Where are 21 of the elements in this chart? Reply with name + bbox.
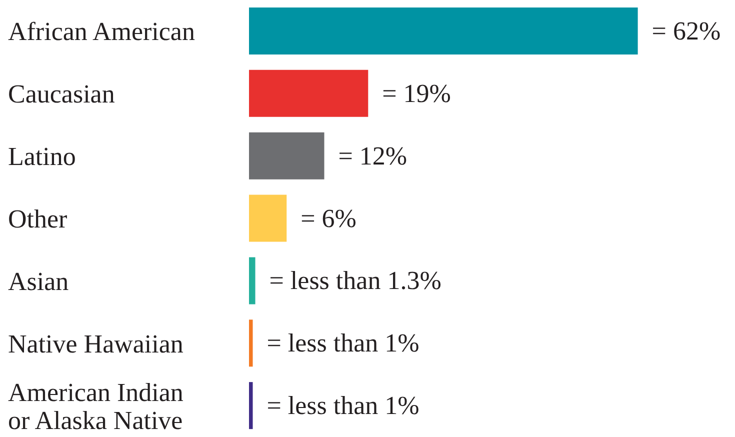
- bar: [249, 257, 256, 304]
- data-label: = less than 1%: [266, 391, 420, 420]
- y-tick-label: Native Hawaiian: [8, 328, 184, 358]
- bar: [249, 194, 287, 242]
- bar: [249, 70, 368, 117]
- y-tick-label: Other: [8, 204, 68, 233]
- data-label: = 62%: [652, 16, 721, 46]
- bar: [249, 132, 324, 180]
- y-tick-label: African American: [8, 16, 195, 46]
- y-tick-label: Asian: [8, 266, 69, 296]
- bar: [249, 382, 253, 430]
- data-label: = less than 1.3%: [269, 266, 442, 296]
- y-tick-label: Caucasian: [8, 79, 115, 108]
- data-label: = 12%: [338, 141, 408, 170]
- data-label: = less than 1%: [266, 328, 420, 358]
- y-tick-label: Latino: [8, 142, 76, 171]
- bar: [249, 320, 253, 367]
- y-tick-label: American Indian or Alaska Native: [8, 377, 184, 434]
- bar: [249, 7, 638, 54]
- data-label: = 6%: [300, 204, 356, 233]
- data-label: = 19%: [382, 78, 451, 108]
